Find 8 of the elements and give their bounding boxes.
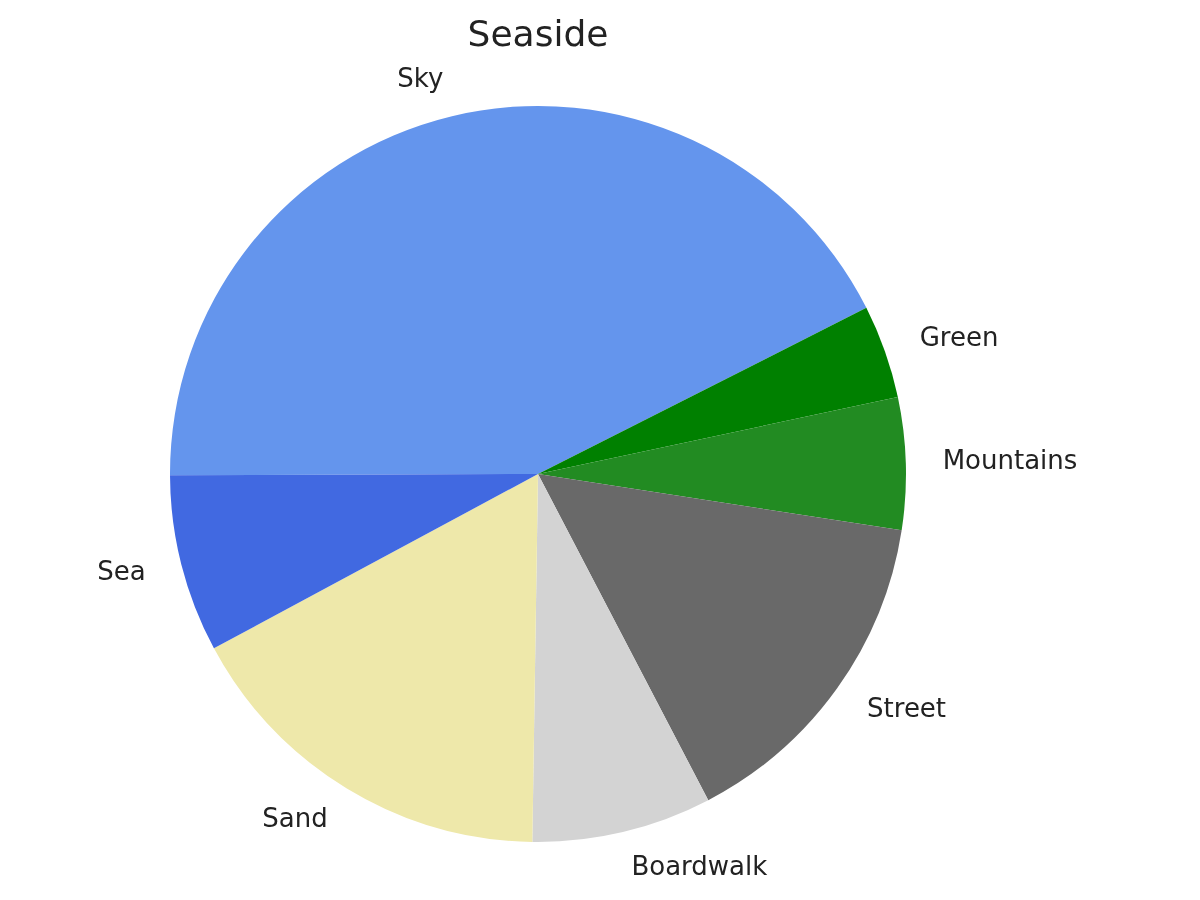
slice-label: Green bbox=[919, 321, 999, 352]
chart-title: Seaside bbox=[467, 13, 609, 55]
slice-label: Sea bbox=[97, 556, 146, 587]
slice-label: Sand bbox=[262, 802, 328, 833]
slice-label: Sky bbox=[397, 63, 444, 94]
slice-label: Mountains bbox=[942, 445, 1078, 476]
slice-label: Street bbox=[867, 692, 947, 723]
slice-label: Boardwalk bbox=[631, 850, 768, 881]
